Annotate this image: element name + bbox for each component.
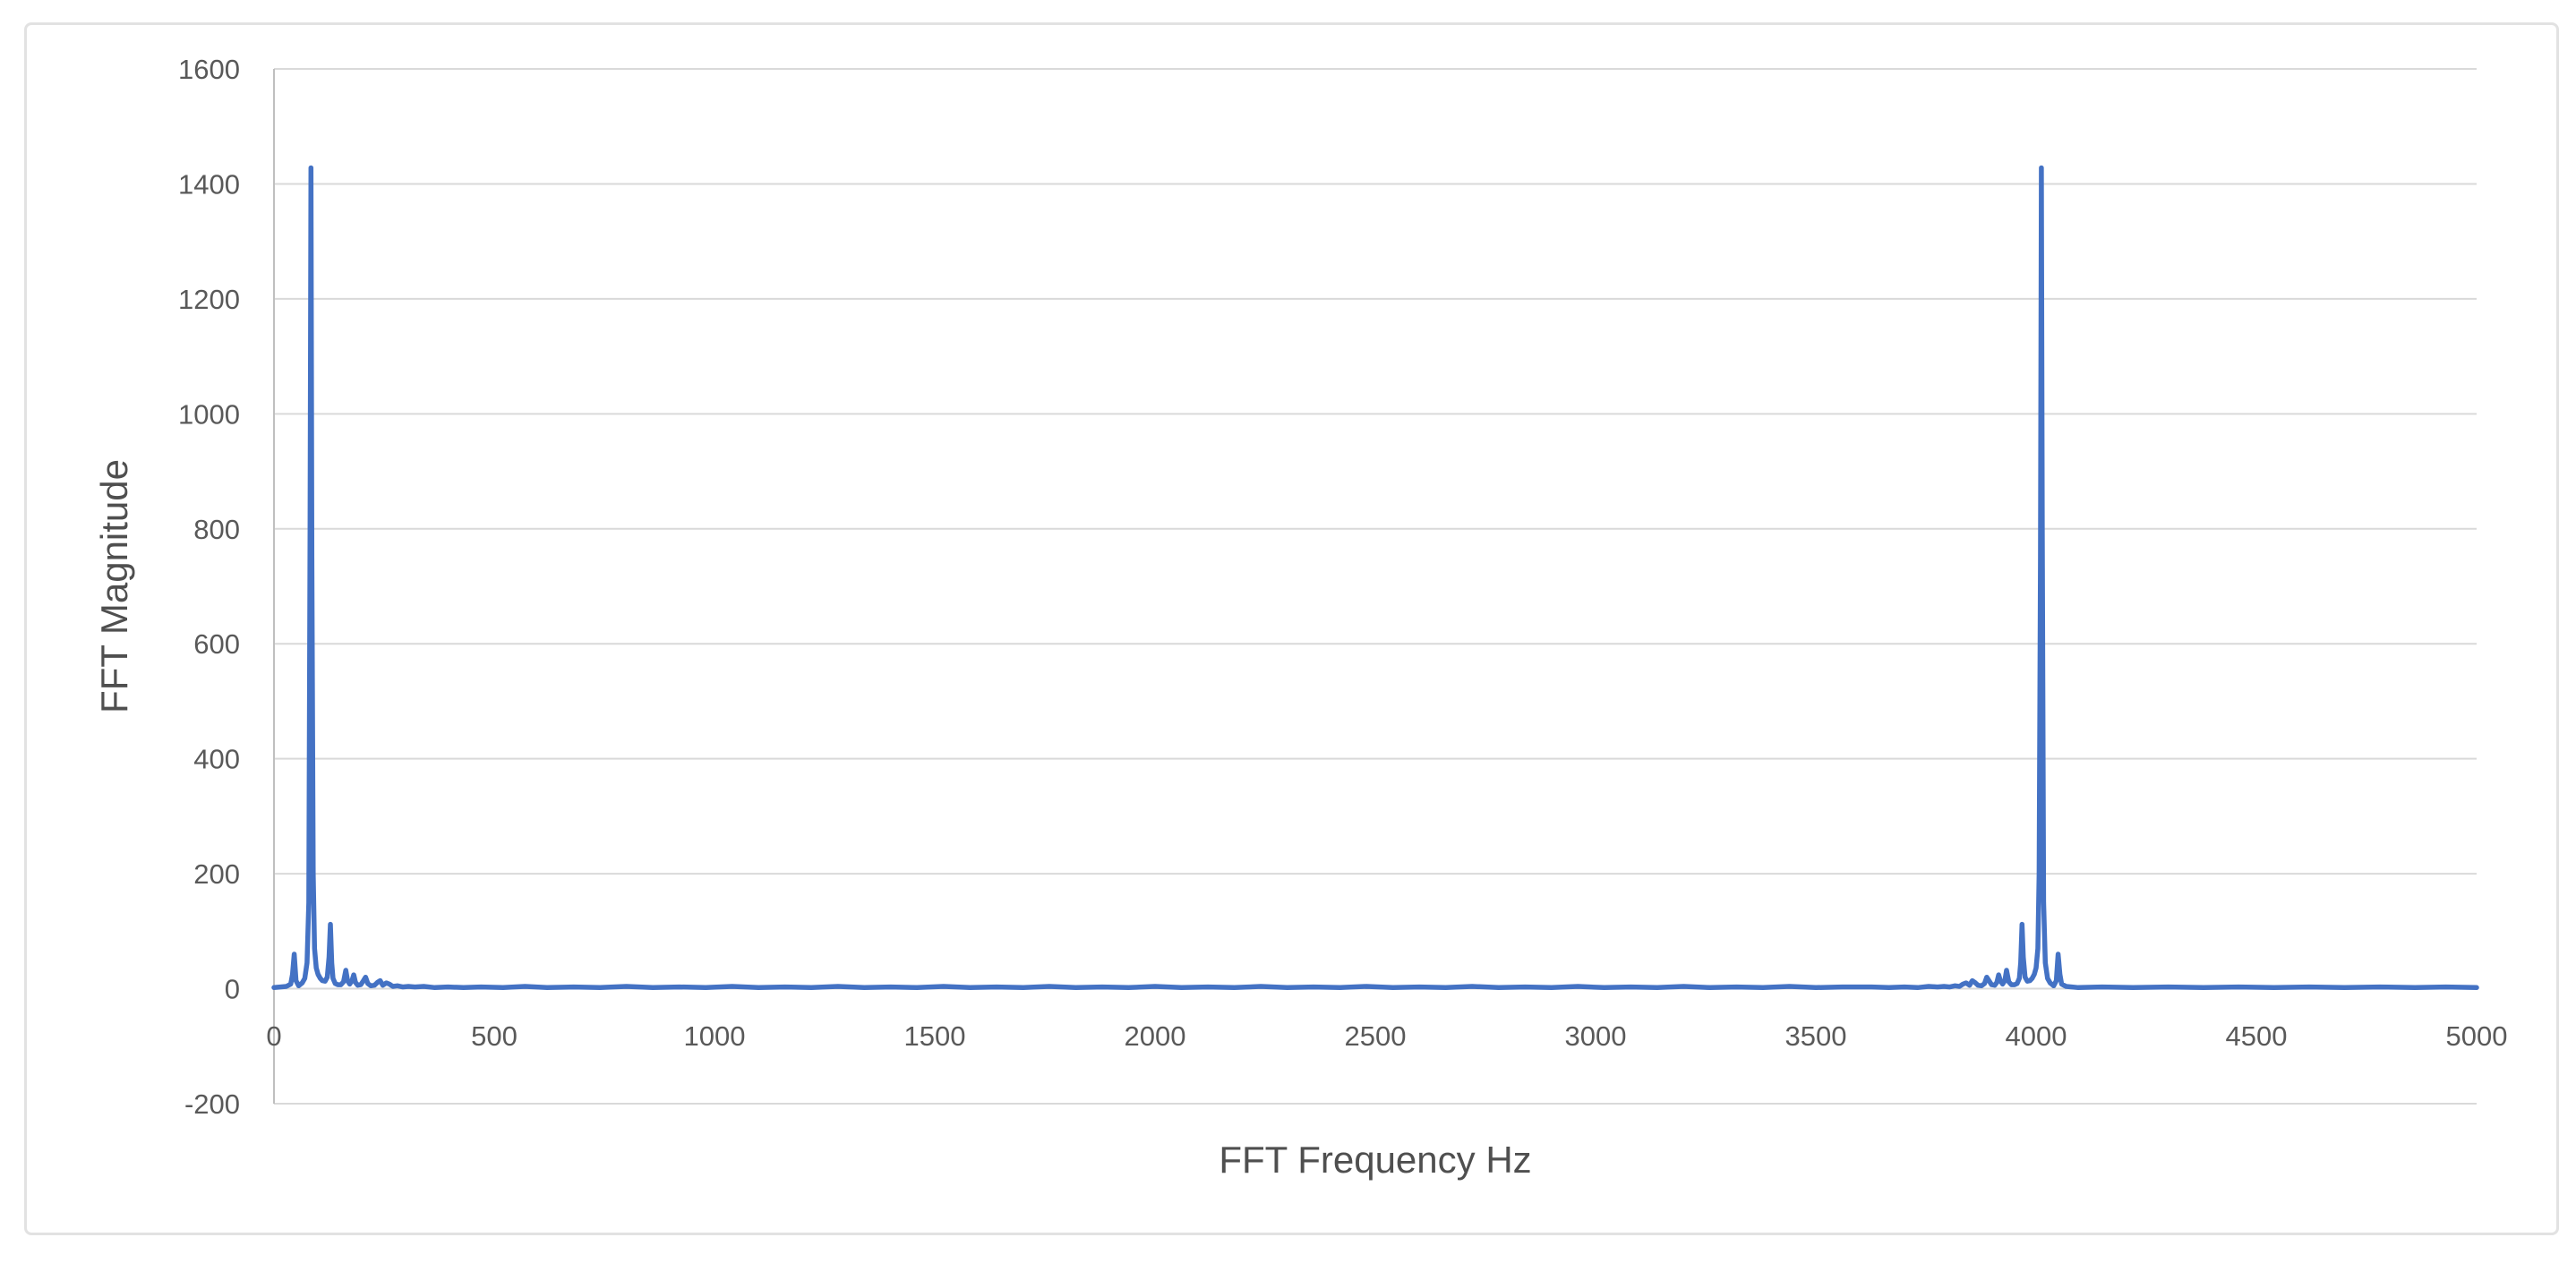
y-tick-label: -200 [184, 1088, 240, 1120]
x-tick-label: 2500 [1345, 1020, 1407, 1052]
x-axis-tick-labels: 0 500 1000 1500 2000 2500 3000 3500 4000 4500 5000 [266, 1020, 2507, 1052]
x-tick-label: 4500 [2226, 1020, 2288, 1052]
x-tick-label: 4000 [2006, 1020, 2067, 1052]
y-axis-title: FFT Magnitude [93, 458, 135, 714]
x-tick-label: 3000 [1565, 1020, 1627, 1052]
gridlines [274, 68, 2477, 1105]
y-tick-label: 800 [193, 514, 240, 545]
fft-series-line [271, 165, 2479, 991]
x-tick-label: 0 [266, 1020, 281, 1052]
x-axis-title: FFT Frequency Hz [1219, 1139, 1532, 1181]
x-tick-label: 2000 [1125, 1020, 1186, 1052]
y-tick-label: 1400 [178, 168, 240, 200]
y-tick-label: 1200 [178, 284, 240, 315]
x-tick-label: 5000 [2446, 1020, 2508, 1052]
y-tick-label: 200 [193, 858, 240, 890]
x-tick-label: 1500 [904, 1020, 966, 1052]
y-tick-label: 400 [193, 744, 240, 775]
y-axis-tick-labels: 1600 1400 1200 1000 800 600 400 200 0 -200 [178, 54, 240, 1120]
x-tick-label: 1000 [684, 1020, 746, 1052]
x-tick-label: 3500 [1785, 1020, 1847, 1052]
y-tick-label: 600 [193, 628, 240, 660]
chart-outer-frame [24, 22, 2559, 1235]
y-tick-label: 0 [225, 974, 240, 1005]
x-tick-label: 500 [471, 1020, 518, 1052]
y-tick-label: 1600 [178, 54, 240, 85]
y-tick-label: 1000 [178, 398, 240, 430]
